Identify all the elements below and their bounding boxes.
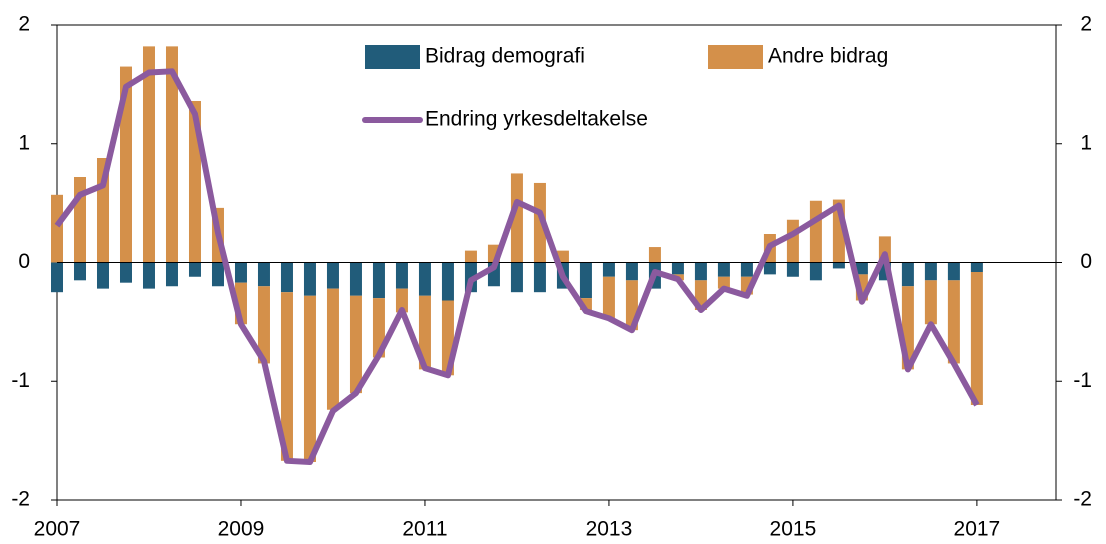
- x-tick-label: 2009: [218, 518, 265, 541]
- bar: [441, 262, 454, 301]
- y-tick-label: -1: [11, 369, 30, 392]
- bar: [326, 288, 339, 410]
- bar: [970, 272, 983, 405]
- bar: [234, 262, 247, 283]
- y2-tick-label: 1: [1080, 131, 1092, 154]
- bar: [303, 295, 316, 462]
- y-tick-label: 2: [18, 13, 30, 36]
- bar: [165, 46, 178, 263]
- bar: [372, 262, 385, 299]
- bar: [510, 262, 523, 293]
- x-tick-label: 2017: [954, 518, 1001, 541]
- bar: [349, 262, 362, 296]
- bar: [142, 46, 155, 263]
- line: [54, 68, 980, 465]
- bar: [924, 280, 937, 325]
- bar: [625, 262, 638, 281]
- y2-tick-label: -2: [1073, 488, 1092, 511]
- bar: [418, 295, 431, 370]
- bar: [280, 292, 293, 461]
- bar: [717, 276, 730, 289]
- bar: [142, 262, 155, 289]
- legend-label: Endring yrkesdeltakelse: [425, 108, 648, 131]
- bar: [740, 262, 753, 277]
- bar: [809, 200, 822, 263]
- bar: [326, 262, 339, 289]
- bar: [947, 262, 960, 281]
- bar: [970, 262, 983, 272]
- legend-label: Bidrag demografi: [425, 45, 585, 68]
- bar: [694, 262, 707, 281]
- bar: [510, 173, 523, 263]
- bar: [947, 280, 960, 364]
- bar: [257, 286, 270, 364]
- bar: [671, 262, 684, 275]
- bar: [349, 295, 362, 394]
- bar: [73, 262, 86, 281]
- legend-swatch: [708, 45, 763, 69]
- bar: [786, 219, 799, 263]
- x-tick-label: 2015: [770, 518, 817, 541]
- bar: [96, 262, 109, 289]
- x-tick-label: 2013: [586, 518, 633, 541]
- bar: [602, 262, 615, 277]
- bar: [51, 262, 63, 293]
- bar: [119, 262, 132, 283]
- legend-swatch: [365, 45, 420, 69]
- bar: [809, 262, 822, 281]
- y-tick-label: 1: [18, 131, 30, 154]
- bar: [556, 250, 569, 263]
- y2-tick-label: 2: [1080, 13, 1092, 36]
- bar: [73, 177, 86, 263]
- bar: [579, 298, 592, 310]
- bar: [763, 262, 776, 275]
- bar: [832, 262, 845, 269]
- bar: [533, 262, 546, 293]
- x-tick-label: 2011: [402, 518, 447, 541]
- bar: [395, 262, 408, 289]
- bar: [418, 262, 431, 296]
- bar: [648, 247, 661, 263]
- bar: [395, 288, 408, 313]
- bar: [188, 262, 201, 277]
- y2-tick-label: 0: [1080, 250, 1092, 273]
- bar: [257, 262, 270, 287]
- bar: [280, 262, 293, 293]
- bar: [211, 262, 224, 287]
- bar: [717, 262, 730, 277]
- bar: [901, 262, 914, 287]
- bar: [579, 262, 592, 299]
- bar: [786, 262, 799, 277]
- y-tick-label: -2: [11, 488, 30, 511]
- bar: [464, 250, 477, 263]
- bar: [855, 262, 868, 275]
- x-tick-label: 2007: [34, 518, 81, 541]
- bar: [165, 262, 178, 287]
- y2-tick-label: -1: [1073, 369, 1092, 392]
- bar: [533, 182, 546, 263]
- bar: [303, 262, 316, 296]
- bar: [51, 194, 63, 263]
- bar: [119, 66, 132, 263]
- bar: [924, 262, 937, 281]
- bar: [602, 276, 615, 319]
- legend-label: Andre bidrag: [768, 45, 888, 68]
- y-tick-label: 0: [18, 250, 30, 273]
